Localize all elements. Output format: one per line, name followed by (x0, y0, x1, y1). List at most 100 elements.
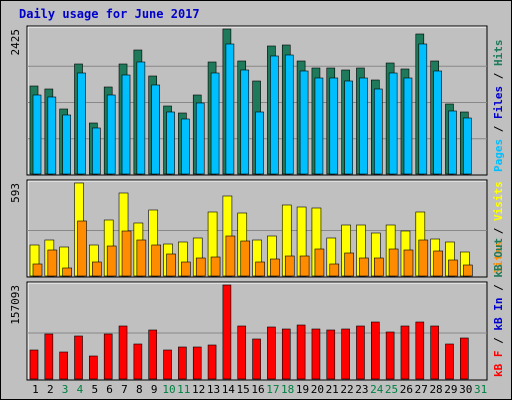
bar-kb-f-day-27 (415, 321, 425, 380)
bar-files-day-10 (166, 111, 175, 175)
legend-entry: / (492, 66, 505, 86)
bar-files-day-17 (270, 55, 279, 175)
bar-sites-day-26 (403, 249, 414, 277)
x-tick-label-day-20: 20 (311, 383, 324, 396)
bar-sites-day-11 (181, 261, 191, 277)
x-tick-label-day-8: 8 (136, 383, 143, 396)
bar-kb-f-day-3 (59, 351, 68, 380)
bar-files-day-23 (359, 77, 368, 175)
bar-files-day-21 (329, 77, 339, 175)
x-tick-label-day-28: 28 (429, 383, 442, 396)
bar-files-day-7 (121, 74, 131, 175)
bar-files-day-25 (388, 72, 398, 175)
x-tick-label-day-9: 9 (151, 383, 158, 396)
bar-files-day-16 (255, 111, 264, 175)
bar-files-day-24 (373, 88, 383, 175)
bar-sites-day-21 (329, 263, 340, 277)
legend-entry: kB In (492, 298, 505, 331)
x-tick-label-day-24: 24 (370, 383, 384, 396)
x-tick-label-day-27: 27 (415, 383, 428, 396)
bar-kb-f-day-9 (148, 329, 158, 380)
bar-files-day-6 (106, 94, 116, 175)
legend-entry: kB F (492, 351, 505, 378)
y-max-label: 2425 (9, 29, 22, 56)
bar-kb-f-day-28 (430, 325, 439, 380)
bar-kb-f-day-24 (370, 321, 380, 380)
bar-files-day-4 (77, 72, 86, 175)
legend-entry: Pages (492, 139, 505, 172)
bar-kb-f-day-20 (311, 328, 321, 380)
side-legend-hits_files_pages: Pages / Files / Hits (492, 40, 505, 173)
bar-kb-f-day-17 (267, 326, 276, 380)
x-tick-label-day-18: 18 (281, 383, 294, 396)
legend-entry: / (492, 278, 505, 298)
x-tick-label-day-14: 14 (222, 383, 236, 396)
bar-sites-day-13 (210, 256, 221, 277)
bar-sites-day-30 (463, 264, 473, 277)
bar-kb-f-day-7 (118, 325, 128, 380)
bar-sites-day-2 (47, 249, 58, 277)
side-legend-visits_sites: Sites / Visits (492, 181, 505, 274)
bar-kb-f-day-10 (163, 349, 172, 380)
bar-files-day-15 (240, 69, 250, 175)
bar-kb-f-day-30 (460, 337, 469, 380)
bar-sites-day-27 (418, 239, 429, 277)
bar-kb-f-day-11 (178, 346, 187, 380)
x-tick-label-day-21: 21 (326, 383, 339, 396)
legend-entry: Visits (492, 181, 505, 221)
x-tick-label-day-5: 5 (91, 383, 98, 396)
x-tick-label-day-15: 15 (237, 383, 250, 396)
x-tick-label-day-29: 29 (444, 383, 457, 396)
x-tick-label-day-22: 22 (340, 383, 353, 396)
bar-files-day-9 (151, 84, 161, 175)
x-tick-label-day-26: 26 (400, 383, 413, 396)
bar-files-day-3 (62, 114, 71, 175)
bar-kb-f-day-4 (74, 335, 83, 380)
bar-files-day-30 (463, 117, 472, 175)
x-tick-label-day-25: 25 (385, 383, 398, 396)
side-legend-kbytes: kB F / kB In / kB Out (492, 238, 505, 377)
chart-title: Daily usage for June 2017 (19, 7, 200, 21)
legend-entry: Files (492, 86, 505, 119)
bar-files-day-12 (195, 102, 205, 175)
x-tick-label-day-4: 4 (77, 383, 84, 396)
bar-files-day-18 (284, 54, 294, 175)
bar-sites-day-16 (255, 261, 265, 277)
bar-sites-day-8 (136, 239, 147, 277)
x-tick-label-day-17: 17 (266, 383, 279, 396)
bar-sites-day-6 (106, 245, 117, 277)
bar-sites-day-20 (314, 248, 325, 277)
bar-sites-day-9 (151, 244, 162, 277)
bar-sites-day-18 (284, 255, 295, 277)
x-tick-label-day-12: 12 (192, 383, 205, 396)
bar-sites-day-1 (32, 263, 43, 277)
x-tick-label-day-2: 2 (47, 383, 54, 396)
x-tick-label-day-30: 30 (459, 383, 472, 396)
bar-sites-day-24 (373, 257, 384, 277)
bar-sites-day-5 (92, 261, 102, 277)
bar-kb-f-day-12 (192, 346, 202, 380)
x-tick-label-day-7: 7 (121, 383, 128, 396)
bar-kb-f-day-1 (29, 349, 39, 380)
legend-entry: / (492, 119, 505, 139)
legend-entry: / (492, 331, 505, 351)
bar-sites-day-22 (344, 252, 354, 277)
bar-kb-f-day-23 (356, 325, 365, 380)
bar-kb-f-day-5 (89, 355, 98, 380)
bar-sites-day-25 (388, 248, 399, 277)
bar-sites-day-3 (62, 267, 72, 277)
bar-kb-f-day-2 (44, 333, 54, 380)
bar-kb-f-day-29 (445, 343, 454, 380)
x-tick-label-day-1: 1 (32, 383, 39, 396)
bar-sites-day-15 (240, 240, 251, 277)
bar-files-day-14 (225, 43, 235, 175)
bar-files-day-13 (210, 72, 220, 175)
x-tick-label-day-19: 19 (296, 383, 309, 396)
bar-kb-f-day-16 (252, 338, 261, 380)
legend-entry: / (492, 221, 505, 241)
x-tick-label-day-3: 3 (62, 383, 69, 396)
bar-kb-f-day-21 (326, 329, 336, 380)
bar-sites-day-29 (448, 259, 458, 277)
bar-sites-day-23 (359, 257, 369, 277)
